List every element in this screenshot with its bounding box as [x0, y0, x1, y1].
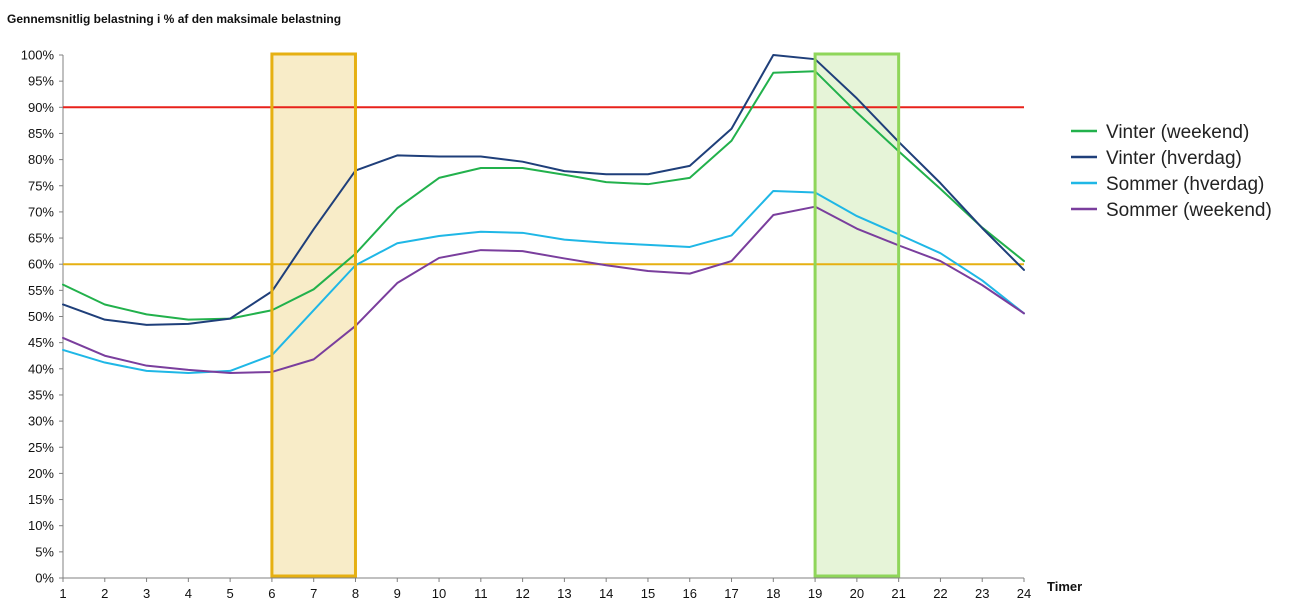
- x-tick-label: 17: [724, 586, 738, 601]
- x-tick-label: 2: [101, 586, 108, 601]
- x-tick-label: 5: [227, 586, 234, 601]
- x-tick-label: 7: [310, 586, 317, 601]
- series-line-sommer-weekend: [62, 205, 1025, 374]
- legend: Vinter (weekend) Vinter (hverdag) Sommer (…: [1071, 122, 1272, 221]
- x-tick-label: 8: [352, 586, 359, 601]
- y-tick-label: 75%: [28, 178, 54, 193]
- x-tick-label: 15: [641, 586, 655, 601]
- y-tick-label: 80%: [28, 152, 54, 167]
- legend-item-vinter-weekend: Vinter (weekend): [1071, 122, 1249, 143]
- legend-label: Sommer (hverdag): [1106, 174, 1264, 195]
- highlight-band-2-fill: [815, 54, 899, 578]
- x-tick-label: 10: [432, 586, 446, 601]
- y-tick-label: 0%: [35, 571, 54, 586]
- y-tick-label: 35%: [28, 387, 54, 402]
- legend-label: Vinter (weekend): [1106, 122, 1249, 143]
- y-tick-label: 45%: [28, 335, 54, 350]
- y-tick-label: 20%: [28, 466, 54, 481]
- y-tick-label: 50%: [28, 309, 54, 324]
- x-tick-label: 9: [394, 586, 401, 601]
- legend-item-vinter-hverdag: Vinter (hverdag): [1071, 148, 1242, 169]
- y-tick-label: 85%: [28, 126, 54, 141]
- y-tick-label: 90%: [28, 100, 54, 115]
- y-tick-label: 100%: [21, 48, 55, 63]
- y-tick-label: 30%: [28, 414, 54, 429]
- highlight-band-1-border: [270, 52, 357, 578]
- series-lines: [62, 54, 1025, 374]
- x-tick-label: 14: [599, 586, 613, 601]
- x-tick-label: 18: [766, 586, 780, 601]
- y-tick-label: 65%: [28, 231, 54, 246]
- x-tick-label: 21: [891, 586, 905, 601]
- x-tick-label: 20: [850, 586, 864, 601]
- x-tick-label: 22: [933, 586, 947, 601]
- x-tick-label: 19: [808, 586, 822, 601]
- series-line-vinter-hverdag: [62, 54, 1025, 326]
- x-tick-label: 16: [683, 586, 697, 601]
- reference-lines: [63, 106, 1024, 266]
- series-line-sommer-hverdag: [62, 189, 1025, 374]
- highlight-bands: [271, 54, 899, 578]
- x-tick-label: 3: [143, 586, 150, 601]
- highlight-band-2-border: [813, 52, 901, 578]
- x-tick-label: 11: [474, 586, 488, 601]
- y-tick-label: 15%: [28, 492, 54, 507]
- legend-item-sommer-weekend: Sommer (weekend): [1071, 200, 1272, 221]
- legend-item-sommer-hverdag: Sommer (hverdag): [1071, 174, 1264, 195]
- y-tick-label: 40%: [28, 361, 54, 376]
- y-tick-label: 70%: [28, 204, 54, 219]
- x-tick-label: 4: [185, 586, 192, 601]
- highlight-band-1-fill: [271, 54, 356, 578]
- x-tick-label: 1: [59, 586, 66, 601]
- x-tick-label: 24: [1017, 586, 1031, 601]
- legend-label: Vinter (hverdag): [1106, 148, 1242, 169]
- y-tick-label: 25%: [28, 440, 54, 455]
- highlight-band-borders: [270, 52, 901, 578]
- y-tick-label: 60%: [28, 257, 54, 272]
- x-tick-label: 13: [557, 586, 571, 601]
- x-tick-label: 6: [268, 586, 275, 601]
- tick-labels: 0% 5% 10% 15% 20% 25% 30% 35% 40% 45% 50% 55% 60% 65%…: [21, 48, 1031, 601]
- x-tick-label: 12: [515, 586, 529, 601]
- x-axis-label: Timer: [1047, 579, 1082, 594]
- y-tick-label: 55%: [28, 283, 54, 298]
- x-tick-label: 23: [975, 586, 989, 601]
- chart-title: Gennemsnitlig belastning i % af den maks…: [7, 12, 341, 26]
- y-tick-label: 5%: [35, 544, 54, 559]
- legend-label: Sommer (weekend): [1106, 200, 1272, 221]
- y-tick-label: 95%: [28, 74, 54, 89]
- y-tick-label: 10%: [28, 518, 54, 533]
